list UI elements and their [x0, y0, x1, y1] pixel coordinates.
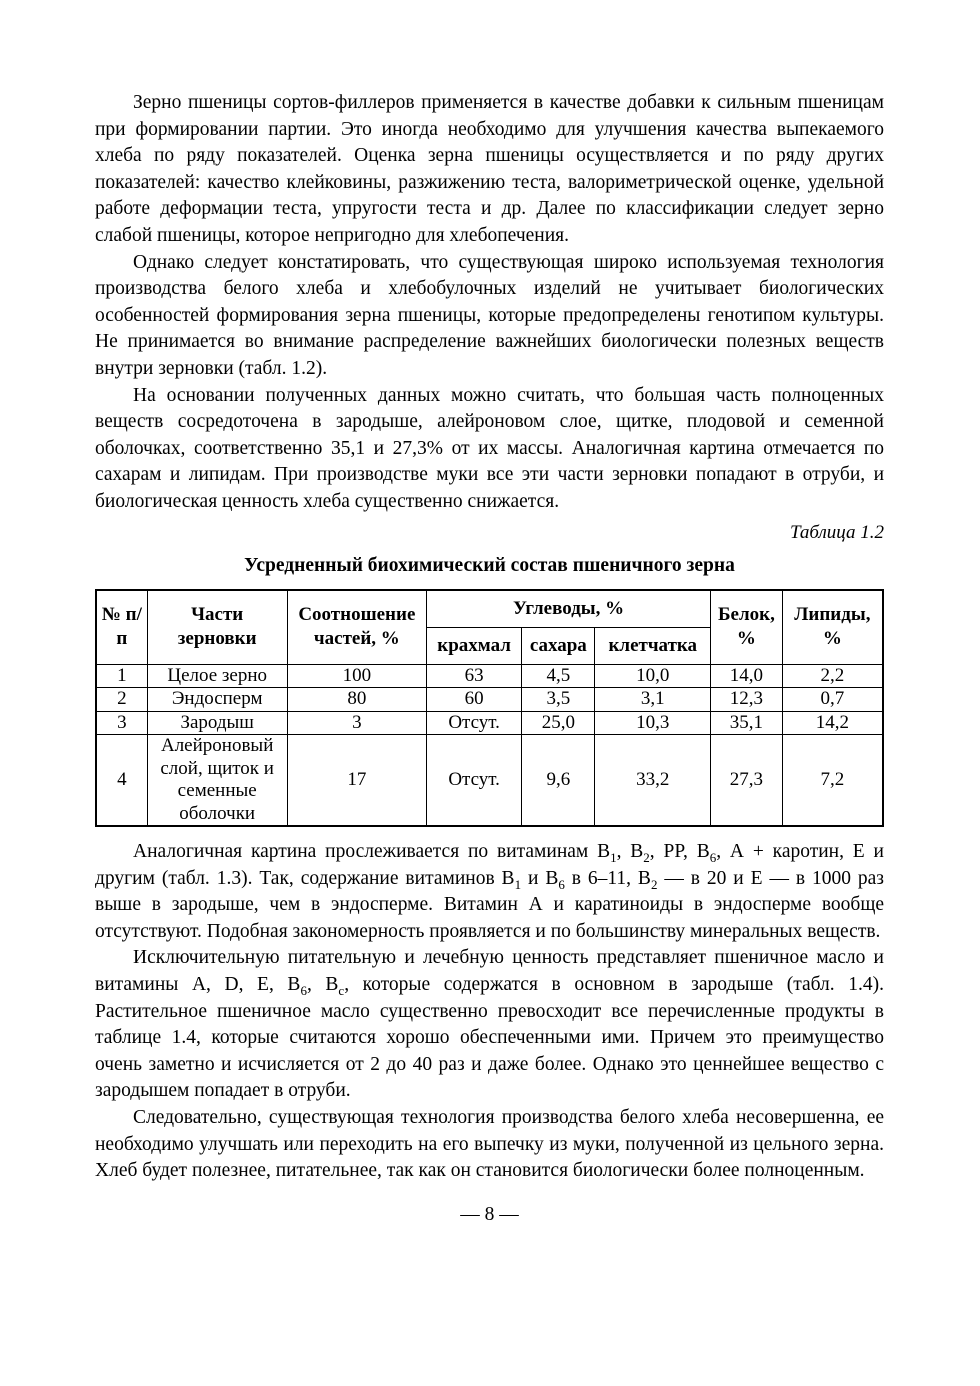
table-row: 2 Эндосперм 80 60 3,5 3,1 12,3 0,7 [95, 687, 884, 712]
cell-fiber: 10,0 [594, 663, 712, 688]
header-sugar: сахара [521, 626, 596, 665]
cell-row-number: 3 [95, 710, 148, 735]
table-body: 1 Целое зерно 100 63 4,5 10,0 14,0 2,2 2… [95, 663, 884, 827]
table-header: № п/п Части зерновки Соотношение частей,… [95, 589, 884, 665]
table-row: 1 Целое зерно 100 63 4,5 10,0 14,0 2,2 [95, 663, 884, 688]
cell-ratio: 3 [286, 710, 428, 735]
cell-row-number: 2 [95, 687, 148, 712]
cell-grain-part: Эндосперм [146, 687, 288, 712]
header-grain-part: Части зерновки [146, 589, 288, 665]
table-row: 3 Зародыш 3 Отсут. 25,0 10,3 35,1 14,2 [95, 710, 884, 735]
table-header-row-2: крахмал сахара клетчатка [96, 626, 883, 665]
paragraph-data-basis: На основании полученных данных можно счи… [95, 384, 884, 512]
header-lipids: Липиды, % [781, 589, 884, 665]
header-row-number: № п/п [95, 589, 148, 665]
header-carbohydrates: Углеводы, % [426, 589, 712, 628]
paragraph-vitamins: Аналогичная картина прослеживается по ви… [95, 841, 884, 942]
cell-protein: 27,3 [710, 734, 783, 827]
cell-fiber: 33,2 [594, 734, 712, 827]
cell-fiber: 10,3 [594, 710, 712, 735]
cell-starch: Отсут. [426, 734, 523, 827]
cell-sugar: 25,0 [521, 710, 596, 735]
page-number: — 8 — [460, 1203, 519, 1225]
cell-fiber: 3,1 [594, 687, 712, 712]
cell-starch: 60 [426, 687, 523, 712]
cell-sugar: 4,5 [521, 663, 596, 688]
cell-lipids: 7,2 [781, 734, 884, 827]
cell-row-number: 4 [95, 734, 148, 827]
cell-lipids: 14,2 [781, 710, 884, 735]
cell-row-number: 1 [95, 663, 148, 688]
cell-lipids: 0,7 [781, 687, 884, 712]
paragraph-wheat-oil: Исключительную питательную и лечебную це… [95, 947, 884, 1102]
cell-protein: 12,3 [710, 687, 783, 712]
cell-grain-part: Алейроновый слой, щиток и семенные оболо… [146, 734, 288, 827]
cell-starch: Отсут. [426, 710, 523, 735]
header-starch: крахмал [426, 626, 523, 665]
cell-ratio: 80 [286, 687, 428, 712]
cell-starch: 63 [426, 663, 523, 688]
paragraph-technology: Однако следует констатировать, что сущес… [95, 251, 884, 379]
table-header-row-1: № п/п Части зерновки Соотношение частей,… [95, 589, 884, 665]
table-row: 4 Алейроновый слой, щиток и семенные обо… [95, 734, 884, 827]
biochem-table: № п/п Части зерновки Соотношение частей,… [95, 588, 884, 827]
cell-ratio: 17 [286, 734, 428, 827]
cell-protein: 35,1 [710, 710, 783, 735]
cell-grain-part: Зародыш [146, 710, 288, 735]
cell-sugar: 9,6 [521, 734, 596, 827]
paragraph-conclusion: Следовательно, существующая технология п… [95, 1106, 884, 1182]
table-caption: Таблица 1.2 [790, 521, 884, 543]
cell-grain-part: Целое зерно [146, 663, 288, 688]
header-fiber: клетчатка [594, 626, 712, 665]
cell-ratio: 100 [286, 663, 428, 688]
paragraph-intro-fillers: Зерно пшеницы сортов-филлеров применяетс… [95, 92, 884, 246]
table-title: Усредненный биохимический состав пшеничн… [244, 554, 735, 576]
cell-protein: 14,0 [710, 663, 783, 688]
cell-lipids: 2,2 [781, 663, 884, 688]
header-part-ratio: Соотношение частей, % [286, 589, 428, 665]
header-protein: Белок, % [710, 589, 783, 665]
cell-sugar: 3,5 [521, 687, 596, 712]
